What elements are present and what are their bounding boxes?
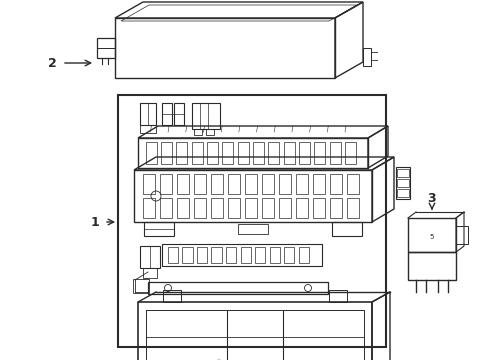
Bar: [142, 268, 157, 278]
Bar: [346, 174, 358, 194]
Bar: [140, 103, 156, 125]
Bar: [328, 290, 346, 302]
Bar: [211, 247, 221, 263]
Bar: [140, 125, 156, 133]
Text: 3: 3: [427, 192, 435, 204]
Bar: [225, 247, 236, 263]
Bar: [396, 189, 408, 197]
Bar: [329, 174, 341, 194]
Bar: [244, 198, 256, 218]
Bar: [97, 38, 115, 58]
Bar: [396, 179, 408, 187]
Bar: [133, 279, 149, 293]
Bar: [192, 103, 220, 129]
Bar: [227, 198, 239, 218]
Bar: [206, 142, 218, 164]
Bar: [407, 218, 455, 252]
Bar: [163, 290, 181, 302]
Bar: [191, 142, 203, 164]
Bar: [176, 142, 187, 164]
Bar: [240, 247, 250, 263]
Bar: [205, 129, 214, 135]
Bar: [237, 142, 248, 164]
Bar: [268, 142, 279, 164]
Bar: [138, 302, 371, 360]
Bar: [145, 142, 156, 164]
Bar: [167, 247, 178, 263]
Bar: [193, 174, 205, 194]
Bar: [162, 244, 321, 266]
Bar: [284, 247, 294, 263]
Bar: [298, 142, 309, 164]
Bar: [138, 138, 367, 168]
Bar: [345, 142, 355, 164]
Bar: [312, 198, 324, 218]
Bar: [118, 95, 385, 347]
Bar: [142, 198, 154, 218]
Bar: [329, 198, 341, 218]
Bar: [176, 174, 188, 194]
Bar: [283, 142, 294, 164]
Bar: [174, 103, 183, 125]
Bar: [182, 247, 192, 263]
Bar: [161, 142, 172, 164]
Bar: [197, 247, 206, 263]
Bar: [396, 169, 408, 177]
Bar: [148, 282, 327, 294]
Bar: [159, 174, 171, 194]
Bar: [346, 198, 358, 218]
Bar: [210, 198, 223, 218]
Bar: [407, 252, 455, 280]
Bar: [329, 142, 340, 164]
Text: 5: 5: [429, 234, 433, 240]
Bar: [298, 247, 308, 263]
Bar: [295, 198, 307, 218]
Bar: [295, 174, 307, 194]
Bar: [261, 174, 273, 194]
Bar: [210, 174, 223, 194]
Bar: [134, 170, 371, 222]
Bar: [455, 226, 467, 244]
Bar: [244, 174, 256, 194]
Bar: [146, 310, 363, 360]
Bar: [252, 142, 264, 164]
Bar: [193, 198, 205, 218]
Bar: [255, 247, 264, 263]
Bar: [162, 103, 172, 125]
Bar: [142, 174, 154, 194]
Bar: [227, 174, 239, 194]
Bar: [222, 142, 233, 164]
Bar: [140, 246, 160, 268]
Bar: [395, 167, 409, 199]
Text: 1: 1: [90, 216, 99, 229]
Bar: [278, 198, 290, 218]
Bar: [176, 198, 188, 218]
Bar: [261, 198, 273, 218]
Bar: [159, 198, 171, 218]
Bar: [312, 174, 324, 194]
Bar: [269, 247, 279, 263]
Bar: [314, 142, 325, 164]
Bar: [238, 224, 267, 234]
Bar: [278, 174, 290, 194]
Bar: [143, 222, 174, 236]
Bar: [362, 48, 370, 66]
Text: 2: 2: [47, 57, 56, 69]
Bar: [331, 222, 361, 236]
Bar: [194, 129, 202, 135]
